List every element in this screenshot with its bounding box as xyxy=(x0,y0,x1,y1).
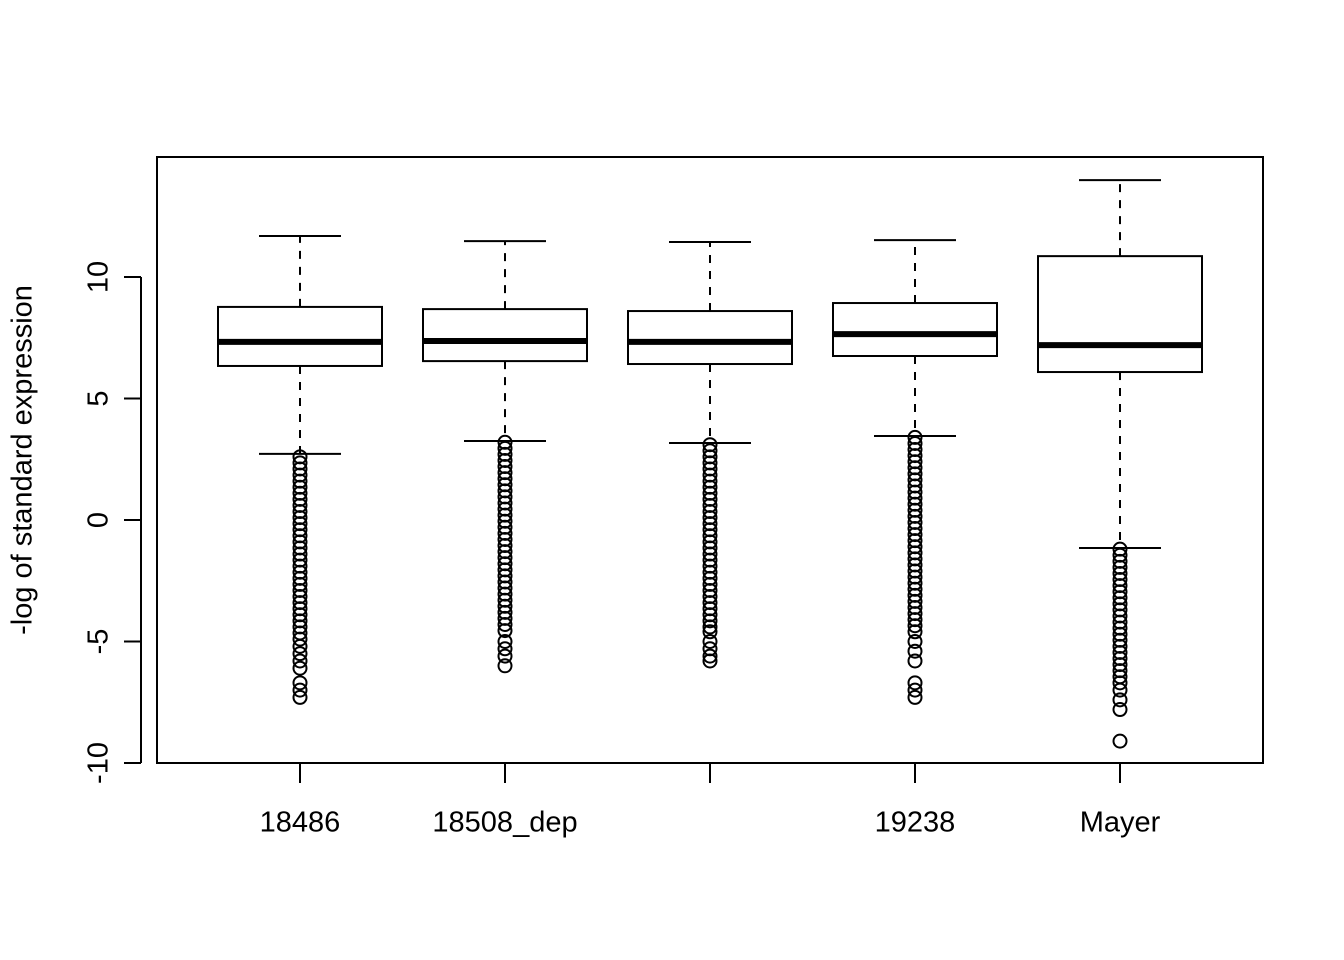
outlier xyxy=(292,689,308,705)
outlier xyxy=(702,648,718,664)
plot-frame xyxy=(156,156,1264,764)
outlier xyxy=(702,624,718,640)
outlier xyxy=(497,623,513,639)
y-tick-label: -10 xyxy=(83,742,115,784)
outlier xyxy=(907,653,923,669)
y-tick-label: 10 xyxy=(83,261,115,293)
outlier xyxy=(702,634,718,650)
box xyxy=(422,308,588,363)
outlier xyxy=(292,660,308,676)
outlier xyxy=(1112,733,1128,749)
outlier xyxy=(1112,682,1128,698)
outlier xyxy=(702,619,718,635)
outlier xyxy=(1112,692,1128,708)
box xyxy=(627,310,793,366)
y-tick-label: 0 xyxy=(83,512,115,528)
outlier xyxy=(1112,702,1128,718)
x-tick-label: Mayer xyxy=(1080,807,1161,839)
outlier xyxy=(292,646,308,662)
outlier xyxy=(497,648,513,664)
outlier xyxy=(497,616,513,632)
x-tick-label: 19238 xyxy=(875,807,956,839)
y-tick-label: 5 xyxy=(83,390,115,406)
outlier xyxy=(907,675,923,691)
outlier xyxy=(292,638,308,654)
outlier xyxy=(292,653,308,669)
y-tick-label: -5 xyxy=(83,629,115,655)
outlier xyxy=(907,634,923,650)
y-axis-label: -log of standard expression xyxy=(7,285,39,635)
outlier xyxy=(497,641,513,657)
outlier xyxy=(702,613,718,629)
outlier xyxy=(907,689,923,705)
outlier xyxy=(292,675,308,691)
outlier xyxy=(497,658,513,674)
box xyxy=(1037,255,1203,374)
box xyxy=(832,302,998,358)
outlier xyxy=(497,634,513,650)
x-tick-label: 18486 xyxy=(260,807,341,839)
outlier xyxy=(907,643,923,659)
outlier xyxy=(292,682,308,698)
outlier xyxy=(907,682,923,698)
box xyxy=(217,305,383,367)
x-tick-label: 18508_dep xyxy=(432,807,577,839)
outlier xyxy=(907,618,923,634)
outlier xyxy=(907,624,923,640)
outlier xyxy=(1112,675,1128,691)
outlier xyxy=(702,653,718,669)
outlier xyxy=(292,631,308,647)
